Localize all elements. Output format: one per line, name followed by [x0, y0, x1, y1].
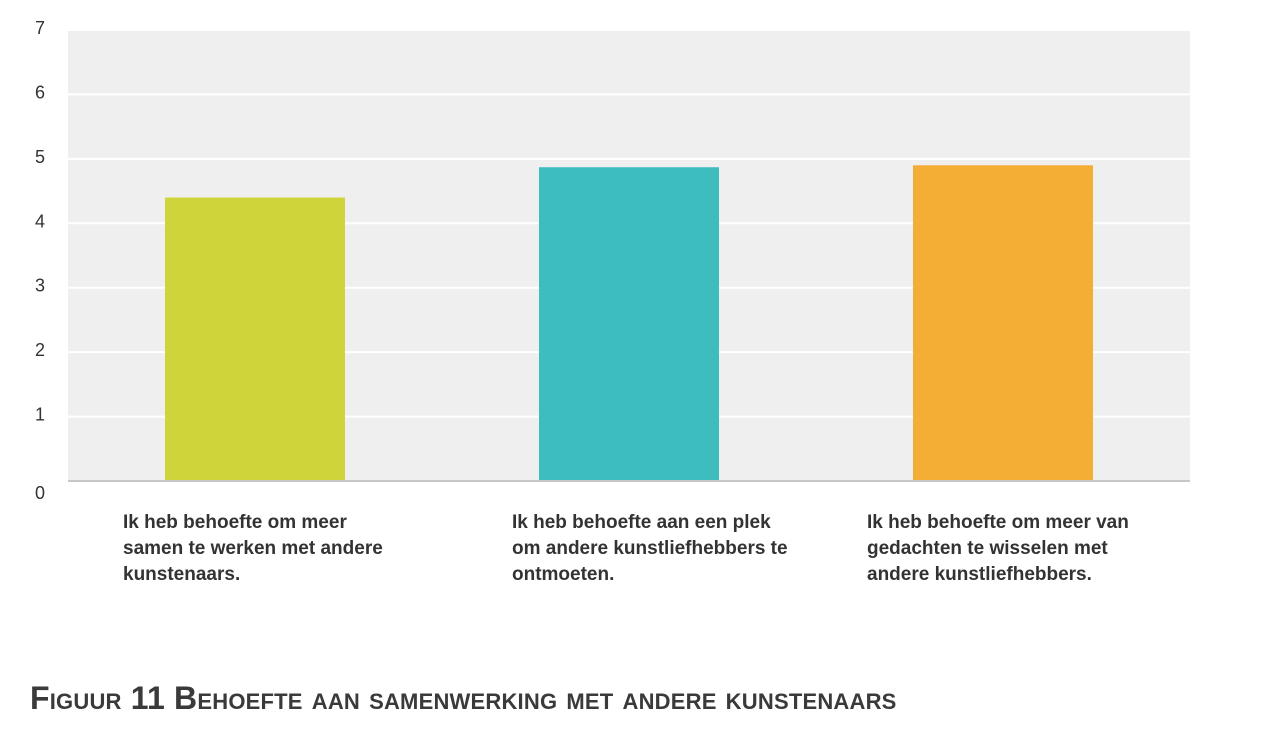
y-tick-label: 1 — [35, 405, 45, 425]
bar-1 — [165, 197, 345, 481]
x-tick-label-3: Ik heb behoefte om meer van gedachten te… — [867, 512, 1129, 585]
y-tick-label: 5 — [35, 147, 45, 167]
bars — [165, 165, 1093, 482]
y-tick-label: 0 — [35, 483, 45, 503]
y-tick-label: 4 — [35, 211, 45, 231]
x-tick-label-1: Ik heb behoefte om meer samen te werken … — [123, 512, 383, 585]
bar-3 — [913, 165, 1093, 482]
y-tick-label: 6 — [35, 82, 45, 102]
y-axis: 0 1 2 3 4 5 6 7 — [35, 18, 45, 503]
y-tick-label: 7 — [35, 18, 45, 38]
y-tick-label: 3 — [35, 276, 45, 296]
y-tick-label: 2 — [35, 340, 45, 360]
figure-caption: Figuur 11 Behoefte aan samenwerking met … — [30, 680, 897, 716]
x-tick-label-2: Ik heb behoefte aan een plek om andere k… — [512, 512, 788, 585]
bar-chart: 0 1 2 3 4 5 6 7 — [35, 18, 1190, 503]
bar-2 — [539, 167, 719, 482]
